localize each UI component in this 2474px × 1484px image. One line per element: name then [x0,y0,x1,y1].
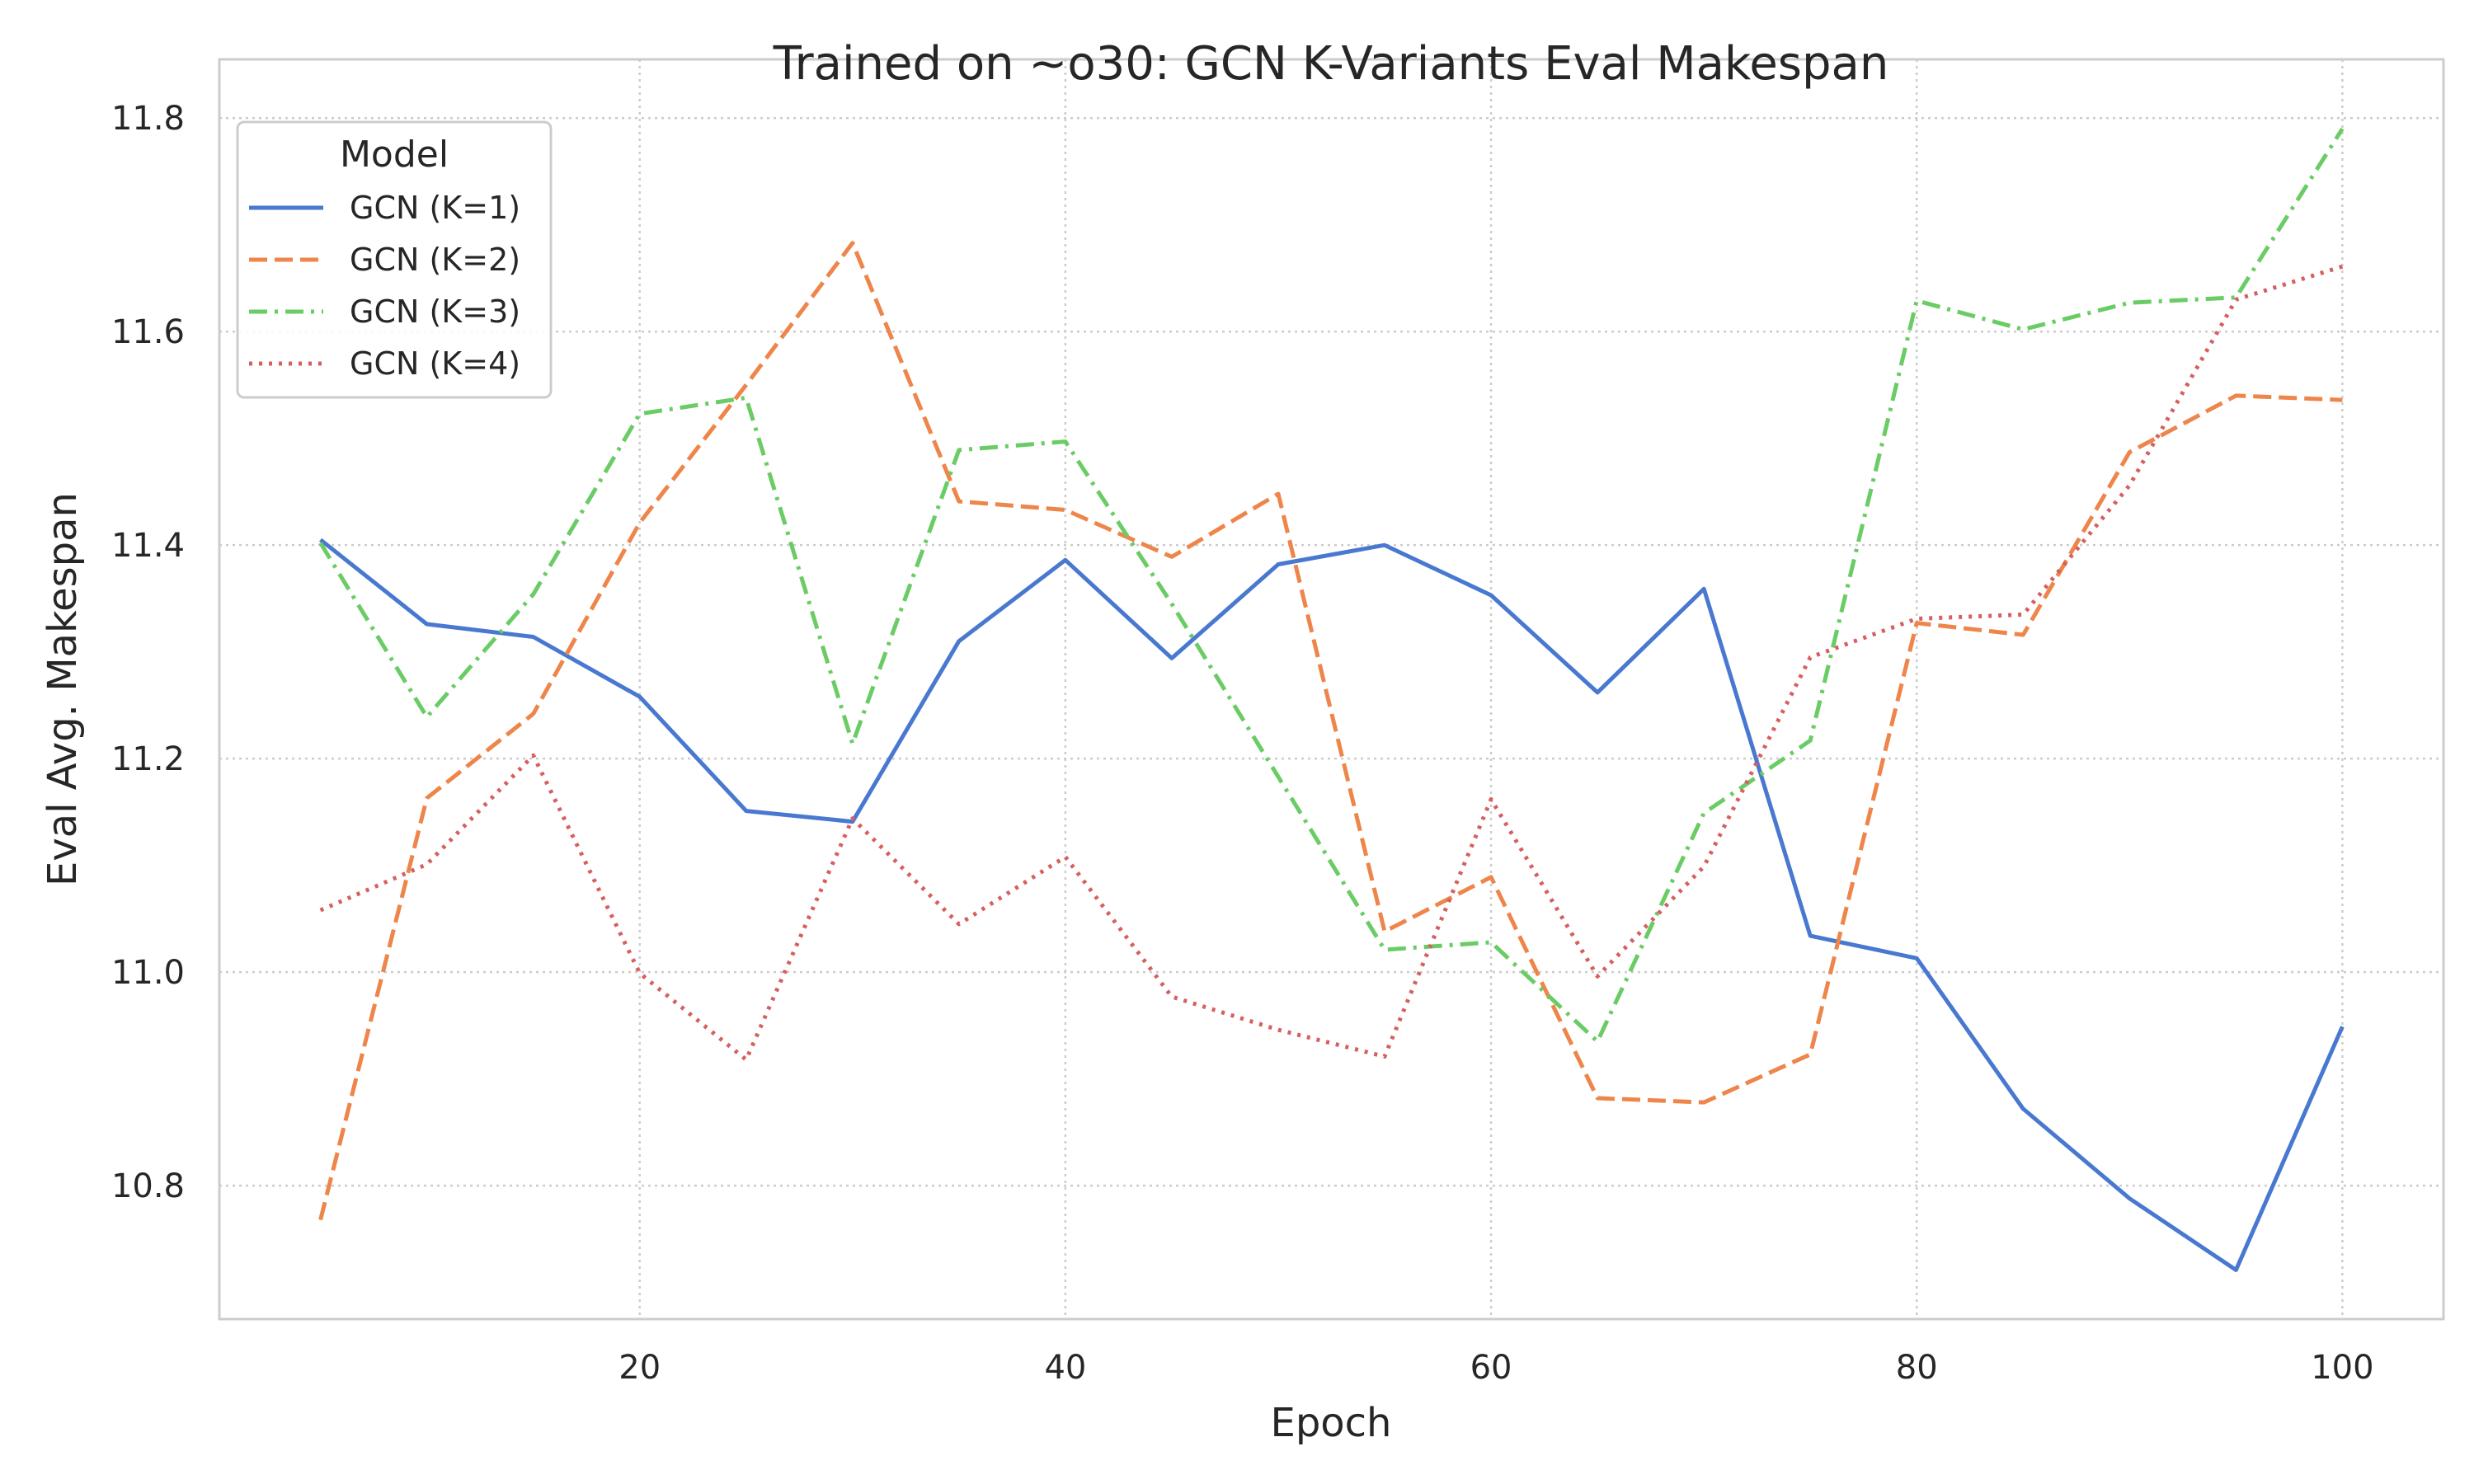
legend-label-k4: GCN (K=4) [350,345,520,382]
series-lines [318,127,2345,1272]
x-tick-labels: 20 40 60 80 100 [618,1349,2373,1387]
plot-area [219,59,2443,1319]
legend-box [236,120,553,399]
x-tick-label: 60 [1470,1349,1512,1387]
series-line-k2 [318,241,2343,1221]
y-tick-label: 11.6 [111,313,185,351]
y-tick-label: 10.8 [111,1167,185,1205]
y-tick-label: 11.8 [111,100,185,138]
x-tick-label: 80 [1896,1349,1938,1387]
legend: Model GCN (K=1) GCN (K=2) GCN (K=3) GCN (K=… [236,120,553,399]
y-axis-label: Eval Avg. Makespan [40,492,86,886]
y-tick-label: 11.4 [111,527,185,565]
y-tick-label: 11.0 [111,954,185,992]
series-line-k3 [318,127,2345,1044]
x-tick-label: 40 [1044,1349,1086,1387]
y-tick-label: 11.2 [111,740,185,778]
x-tick-label: 100 [2311,1349,2373,1387]
legend-label-k3: GCN (K=3) [350,294,520,330]
x-axis-label: Epoch [1271,1400,1392,1446]
legend-label-k1: GCN (K=1) [350,190,520,226]
x-tick-label: 20 [618,1349,661,1387]
grid-lines [219,59,2443,1319]
legend-title: Model [340,134,449,176]
chart-title: Trained on ~o30: GCN K-Variants Eval Mak… [773,37,1889,91]
series-line-k1 [319,538,2345,1272]
y-tick-labels: 10.8 11.0 11.2 11.4 11.6 11.8 [111,100,185,1205]
legend-label-k2: GCN (K=2) [350,242,520,278]
plot-frame [218,58,2445,1321]
